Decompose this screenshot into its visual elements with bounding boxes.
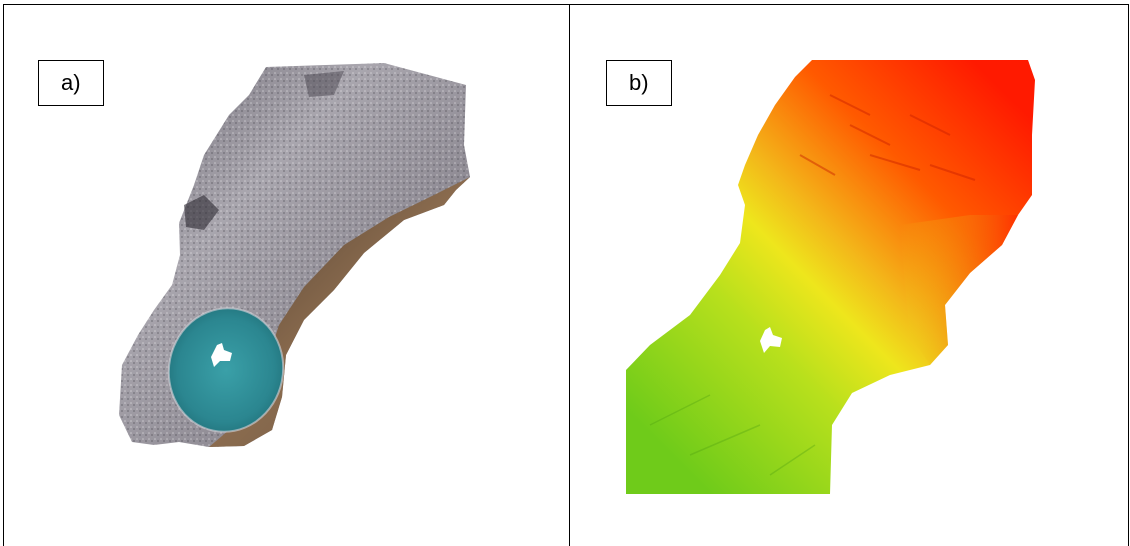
panel-a: a) [4, 5, 569, 546]
orthophoto-image [119, 63, 470, 447]
panel-divider [569, 4, 570, 546]
panel-a-label: a) [38, 60, 104, 106]
figure-frame [3, 4, 1129, 546]
lake [168, 308, 284, 432]
elevation-model-image [626, 60, 1035, 494]
elevation-surface [626, 60, 1035, 494]
panel-b-label: b) [606, 60, 672, 106]
panel-b: b) [570, 5, 1128, 546]
